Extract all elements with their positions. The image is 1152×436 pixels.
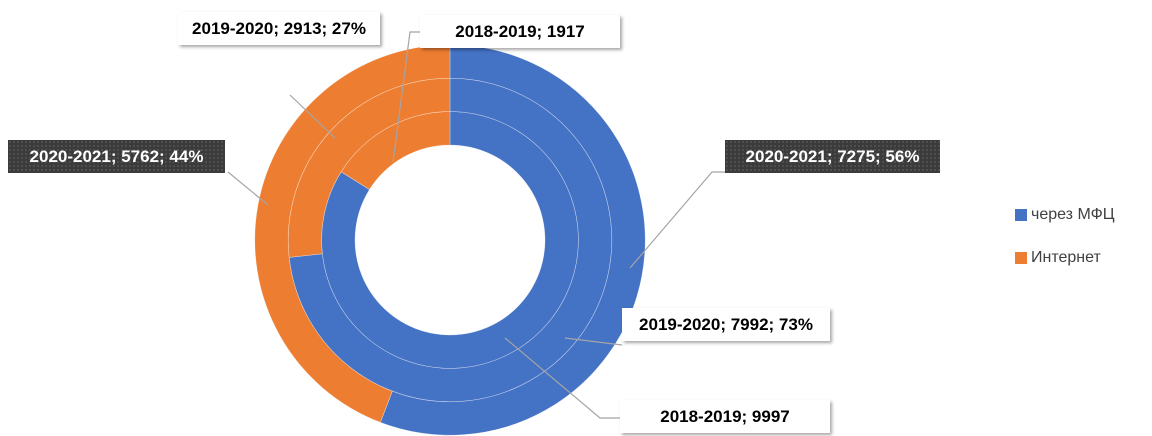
legend-label: Интернет — [1031, 249, 1101, 266]
data-label: 2019-2020; 2913; 27% — [178, 12, 380, 45]
legend-label: через МФЦ — [1031, 206, 1115, 223]
leader-line — [504, 337, 620, 419]
doughnut-slice — [380, 44, 646, 436]
legend-swatch — [1015, 252, 1027, 264]
data-label: 2020-2021; 5762; 44% — [8, 140, 225, 173]
data-label: 2018-2019; 1917 — [420, 15, 620, 48]
leader-line — [289, 94, 336, 139]
leader-line — [629, 171, 725, 269]
data-label: 2020-2021; 7275; 56% — [725, 140, 940, 173]
legend-swatch — [1015, 209, 1027, 221]
leader-line — [392, 31, 420, 163]
data-label: 2018-2019; 9997 — [620, 400, 830, 433]
leader-line — [227, 171, 269, 206]
leader-line — [564, 337, 623, 346]
data-label: 2019-2020; 7992; 73% — [622, 308, 830, 341]
